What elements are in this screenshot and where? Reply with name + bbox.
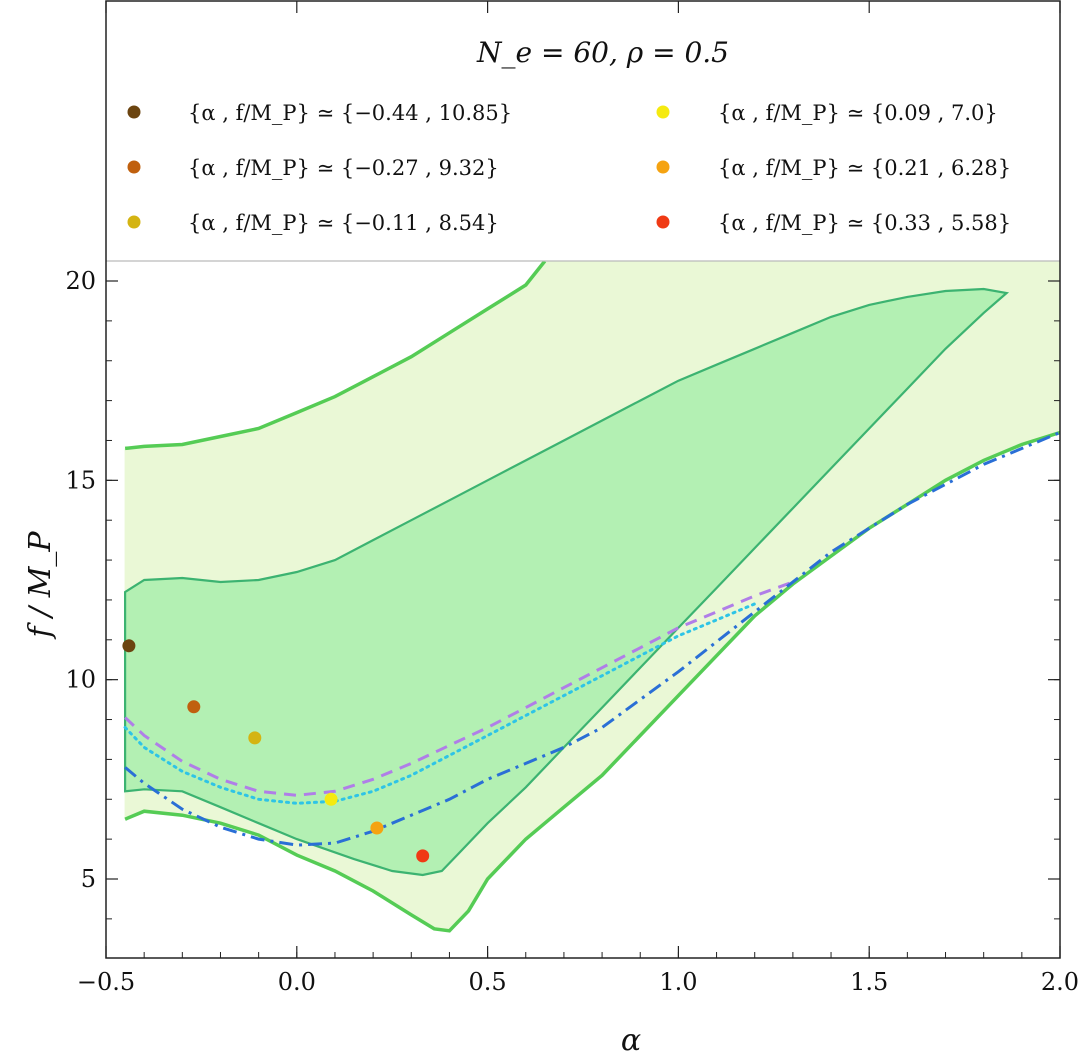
legend-marker-6	[656, 215, 670, 229]
series-lines	[123, 431, 1061, 847]
legend-marker-1	[127, 105, 141, 119]
x-tick-label: 0.0	[278, 968, 316, 996]
legend-label-6: {α , f/M_P} ≃ {0.33 , 5.58}	[718, 211, 1011, 235]
regions	[123, 260, 1061, 933]
series-line-dotted	[123, 602, 757, 805]
x-tick-label: 0.5	[469, 968, 507, 996]
y-tick-label: 20	[65, 267, 96, 295]
legend-box	[106, 1, 1060, 261]
legend-marker-2	[127, 160, 141, 174]
series-line-dashdot	[124, 431, 1061, 847]
y-tick-label: 10	[65, 666, 96, 694]
frame-border	[105, 0, 1061, 959]
legend-marker-5	[656, 160, 670, 174]
data-point-5	[370, 821, 384, 835]
legend-label-2: {α , f/M_P} ≃ {−0.27 , 9.32}	[188, 156, 499, 180]
x-tick-label: 1.5	[850, 968, 888, 996]
data-point-3	[248, 731, 262, 745]
data-point-1	[122, 639, 136, 653]
x-tick-label: 1.0	[659, 968, 697, 996]
y-axis-label: f / M_P	[23, 531, 58, 640]
legend-label-3: {α , f/M_P} ≃ {−0.11 , 8.54}	[188, 211, 499, 235]
outer-upper-boundary	[124, 260, 547, 451]
data-point-6	[416, 849, 430, 863]
x-tick-label: 2.0	[1041, 968, 1079, 996]
inner-region	[123, 287, 1010, 877]
data-points	[122, 639, 430, 863]
y-tick-label: 5	[81, 865, 96, 893]
data-point-4	[324, 792, 338, 806]
y-tick-label: 15	[65, 466, 96, 494]
legend-marker-3	[127, 215, 141, 229]
legend: N_e = 60, ρ = 0.5 {α , f/M_P} ≃ {−0.44 , …	[106, 1, 1060, 262]
chart-title: N_e = 60, ρ = 0.5	[476, 36, 729, 69]
legend-label-4: {α , f/M_P} ≃ {0.09 , 7.0}	[718, 101, 998, 125]
legend-label-5: {α , f/M_P} ≃ {0.21 , 6.28}	[718, 156, 1011, 180]
legend-label-1: {α , f/M_P} ≃ {−0.44 , 10.85}	[188, 101, 512, 125]
plot-frame	[105, 0, 1061, 959]
data-point-2	[187, 700, 201, 714]
axes: −0.5 0.0 0.5 1.0 1.5 2.0 5 10 15 20 α f / M_P	[23, 1, 1079, 1058]
x-axis-label: α	[621, 1023, 641, 1058]
x-tick-label: −0.5	[77, 968, 135, 996]
legend-marker-4	[656, 105, 670, 119]
